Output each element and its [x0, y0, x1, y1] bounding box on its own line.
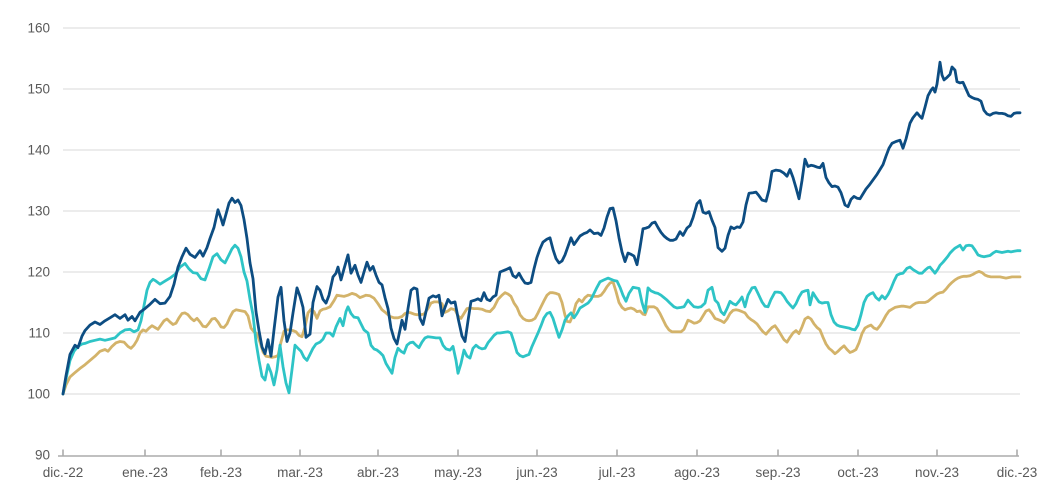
x-axis-label-8: ago.-23 — [674, 465, 720, 480]
x-axis-label-4: abr.-23 — [357, 465, 399, 480]
x-axis-label-2: feb.-23 — [200, 465, 242, 480]
turquoise-series-line — [61, 243, 1022, 396]
y-axis-label-90: 90 — [35, 448, 50, 463]
x-axis-label-5: may.-23 — [434, 465, 482, 480]
x-axis-label-11: nov.-23 — [915, 465, 959, 480]
gridlines-group — [63, 27, 1020, 395]
x-axis-label-6: jun.-23 — [515, 465, 557, 480]
axis-group — [58, 449, 1019, 457]
axis-labels-group: 160 150 140 130 120 110 100 90 dic.-22 ene.-23 feb… — [27, 21, 1037, 481]
x-axis-label-7: jul.-23 — [598, 465, 636, 480]
x-axis-label-1: ene.-23 — [122, 465, 168, 480]
y-axis-label-110: 110 — [28, 326, 50, 341]
y-axis-label-160: 160 — [27, 21, 50, 36]
series-group — [61, 60, 1022, 396]
navy-series-line — [61, 60, 1022, 396]
y-axis-label-100: 100 — [27, 387, 50, 402]
y-axis-label-130: 130 — [27, 204, 50, 219]
y-axis-label-140: 140 — [27, 143, 50, 158]
y-axis-label-120: 120 — [27, 265, 50, 280]
x-axis-label-0: dic.-22 — [43, 465, 84, 480]
x-axis-label-9: sep.-23 — [755, 465, 800, 480]
x-axis-label-10: oct.-23 — [837, 465, 878, 480]
x-axis-label-3: mar.-23 — [277, 465, 323, 480]
y-axis-label-150: 150 — [27, 82, 50, 97]
x-axis-label-12: dic.-23 — [997, 465, 1038, 480]
